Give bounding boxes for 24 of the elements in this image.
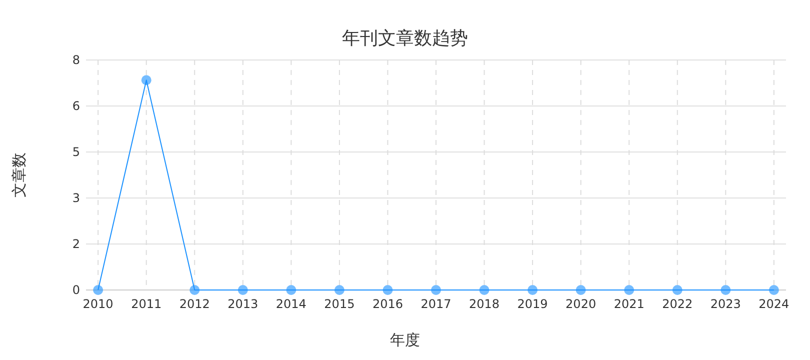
- x-tick-label: 2016: [372, 297, 403, 311]
- y-tick-label: 2: [72, 237, 80, 252]
- y-tick-label: 6: [72, 99, 80, 114]
- x-tick-label: 2011: [131, 297, 162, 311]
- y-axis-title: 文章数: [10, 152, 28, 198]
- x-tick-label: 2013: [228, 297, 258, 311]
- y-tick-label: 0: [72, 283, 80, 298]
- x-tick-label: 2012: [179, 297, 210, 311]
- x-tick-label: 2020: [566, 297, 596, 311]
- y-tick-label: 8: [72, 53, 80, 68]
- x-tick-label: 2010: [82, 297, 114, 311]
- x-axis-title: 年度: [390, 331, 420, 349]
- x-tick-label: 2018: [469, 297, 500, 311]
- x-tick-label: 2024: [758, 297, 790, 311]
- x-tick-label: 2021: [614, 297, 644, 311]
- x-tick-label: 2014: [276, 297, 306, 311]
- x-tick-label: 2022: [662, 297, 693, 311]
- x-tick-label: 2015: [324, 297, 355, 311]
- x-tick-label: 2023: [710, 297, 741, 311]
- y-tick-label: 5: [72, 145, 80, 160]
- y-tick-label: 3: [72, 191, 80, 206]
- x-tick-label: 2019: [517, 297, 548, 311]
- chart-title: 年刊文章数趋势: [342, 28, 468, 49]
- x-tick-label: 2017: [420, 297, 452, 311]
